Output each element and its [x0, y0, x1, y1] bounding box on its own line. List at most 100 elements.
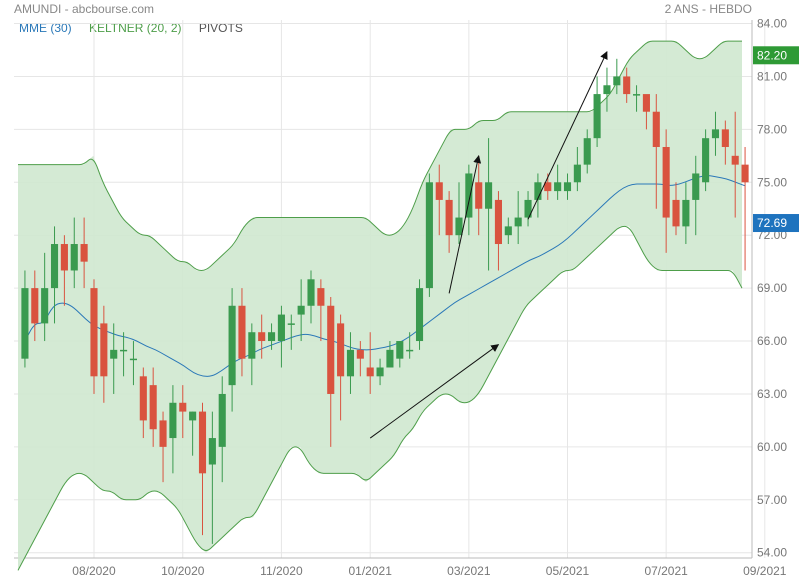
candle	[50, 226, 59, 324]
candle-body	[524, 199, 532, 218]
candle	[287, 314, 295, 350]
candle	[356, 341, 364, 377]
candle-body	[297, 305, 305, 315]
candle	[317, 279, 325, 342]
candle	[415, 279, 424, 350]
candle-body	[159, 420, 167, 447]
candle	[268, 323, 276, 350]
candle-body	[563, 182, 572, 192]
candle-body	[642, 94, 650, 112]
x-tick-label: 09/2021	[743, 564, 787, 578]
last-value-badge-text: 72.69	[757, 216, 787, 230]
candle	[110, 323, 118, 394]
candle-body	[465, 173, 473, 218]
candle	[169, 385, 177, 474]
candle	[60, 235, 68, 306]
candle	[741, 147, 749, 271]
top-value-badge-bg	[753, 46, 799, 65]
candle-body	[169, 402, 177, 439]
candle	[662, 129, 670, 253]
candle-body	[31, 288, 39, 324]
candle	[327, 296, 335, 447]
candle-body	[120, 349, 128, 352]
candle-body	[218, 393, 226, 447]
candle	[277, 305, 285, 368]
candle-body	[702, 138, 710, 183]
candle	[139, 367, 147, 439]
candle-body	[652, 111, 660, 148]
trend-arrow	[448, 155, 482, 294]
trend-arrow	[369, 344, 500, 439]
candle-body	[356, 349, 364, 359]
last-value-badge-bg	[753, 214, 799, 233]
candle-body	[179, 402, 187, 412]
y-tick-label: 78.00	[757, 122, 787, 136]
candle	[80, 217, 88, 289]
legend: MME (30) KELTNER (20, 2) PIVOTS	[19, 21, 257, 35]
candle	[583, 129, 591, 174]
legend-keltner[interactable]: KELTNER (20, 2)	[89, 21, 182, 35]
candle	[485, 138, 493, 271]
candle-body	[731, 155, 739, 165]
candle-body	[248, 332, 256, 359]
candle	[682, 182, 690, 245]
candle	[633, 85, 641, 112]
y-tick-label: 81.00	[757, 69, 787, 83]
candle	[642, 94, 650, 130]
candle-body	[149, 385, 157, 430]
candle-body	[455, 217, 463, 236]
y-tick-label: 60.00	[757, 440, 787, 454]
candle	[376, 358, 384, 386]
candle	[573, 147, 581, 192]
candle-body	[60, 244, 68, 271]
candle-body	[277, 314, 285, 342]
candle-body	[238, 305, 246, 359]
candle-body	[406, 349, 414, 352]
candle	[504, 217, 512, 245]
candle	[337, 314, 345, 421]
candle-body	[327, 305, 335, 394]
candle	[129, 341, 137, 386]
candle-body	[583, 138, 591, 165]
last-value-badge: 72.69	[753, 214, 799, 233]
period-label[interactable]: 2 ANS - HEBDO	[664, 2, 752, 16]
candle	[711, 111, 720, 156]
candle-body	[80, 244, 88, 262]
candle	[179, 385, 187, 439]
candle	[721, 120, 729, 165]
candle	[198, 402, 207, 536]
candle-body	[21, 288, 29, 359]
candle-body	[208, 438, 216, 465]
candle-body	[672, 199, 680, 227]
candle	[692, 155, 700, 236]
candle	[475, 155, 483, 236]
candle-body	[129, 358, 137, 361]
legend-pivots[interactable]: PIVOTS	[198, 21, 243, 35]
candle-body	[494, 199, 502, 245]
candle	[406, 332, 414, 359]
candle-body	[139, 376, 147, 421]
candle-body	[41, 288, 49, 324]
candle	[248, 323, 256, 386]
candle	[228, 288, 236, 412]
candle-body	[485, 182, 493, 209]
candle	[494, 191, 502, 271]
candle	[120, 332, 128, 377]
candle	[396, 341, 404, 368]
candle	[623, 67, 631, 103]
candle-body	[228, 305, 236, 386]
candle	[189, 411, 197, 456]
keltner-band-fill	[18, 41, 742, 571]
candle-body	[721, 129, 729, 148]
candle-body	[514, 217, 522, 227]
candle	[366, 332, 374, 394]
candle	[445, 191, 453, 253]
candle	[41, 252, 49, 342]
y-tick-label: 75.00	[757, 175, 787, 189]
candle	[702, 129, 710, 192]
mme-line	[24, 175, 746, 377]
candle-body	[623, 76, 631, 95]
legend-mme[interactable]: MME (30)	[19, 21, 72, 35]
chart-title: AMUNDI - abcbourse.com	[14, 2, 155, 16]
